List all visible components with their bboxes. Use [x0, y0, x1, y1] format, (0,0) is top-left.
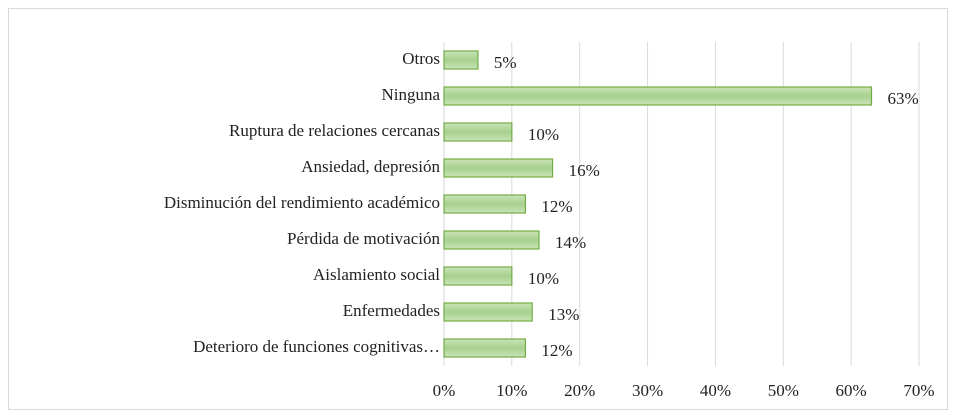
- bar: [443, 86, 873, 106]
- x-tick-label: 40%: [700, 381, 731, 400]
- data-label: 16%: [569, 161, 600, 180]
- bar: [443, 266, 513, 286]
- data-label: 14%: [555, 233, 586, 252]
- bar: [443, 122, 513, 142]
- y-tick-label: Ansiedad, depresión: [301, 157, 440, 176]
- y-tick-label: Pérdida de motivación: [287, 229, 440, 248]
- data-label: 5%: [494, 53, 517, 72]
- data-label: 13%: [548, 305, 579, 324]
- y-tick-label: Disminución del rendimiento académico: [164, 193, 440, 212]
- data-label: 10%: [528, 269, 559, 288]
- y-tick-label: Ruptura de relaciones cercanas: [229, 121, 440, 140]
- y-tick-label: Deterioro de funciones cognitivas…: [193, 337, 440, 356]
- data-label: 12%: [541, 197, 572, 216]
- bar: [443, 194, 527, 214]
- bar: [443, 338, 527, 358]
- x-tick-label: 70%: [903, 381, 934, 400]
- y-tick-label: Aislamiento social: [313, 265, 440, 284]
- x-tick-label: 10%: [496, 381, 527, 400]
- y-tick-label: Otros: [402, 49, 440, 68]
- y-tick-label: Ninguna: [381, 85, 440, 104]
- bar: [443, 158, 554, 178]
- data-label: 63%: [888, 89, 919, 108]
- x-tick-label: 20%: [564, 381, 595, 400]
- bar: [443, 230, 540, 250]
- bar: [443, 50, 479, 70]
- x-tick-label: 30%: [632, 381, 663, 400]
- y-tick-label: Enfermedades: [343, 301, 440, 320]
- x-tick-label: 60%: [836, 381, 867, 400]
- bar: [443, 302, 533, 322]
- data-label: 10%: [528, 125, 559, 144]
- x-tick-label: 50%: [768, 381, 799, 400]
- data-label: 12%: [541, 341, 572, 360]
- x-tick-label: 0%: [433, 381, 456, 400]
